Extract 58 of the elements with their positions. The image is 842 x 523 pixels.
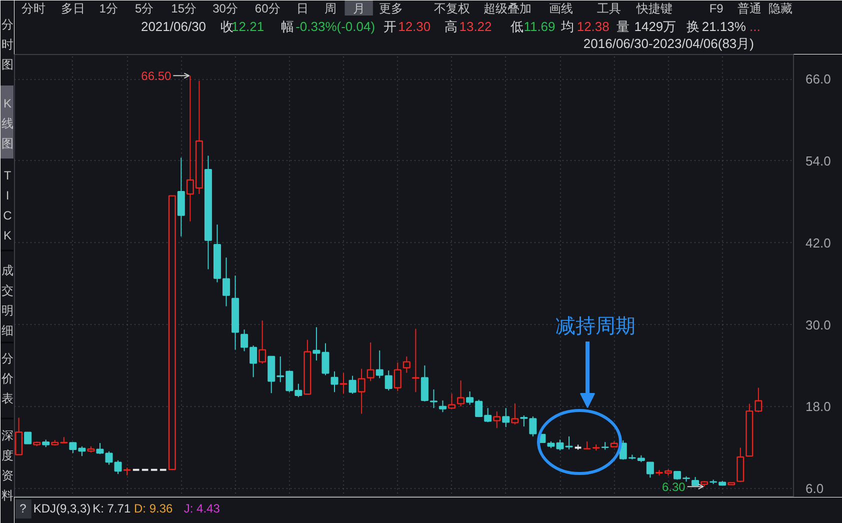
text: 12.21 [232,19,264,34]
text: 量 [616,19,630,34]
text: 幅 [280,19,294,34]
text: TICK [3,168,12,242]
text: 分时图 [2,18,14,72]
text: F9 [709,2,724,16]
text: 2021/06/30 [140,19,206,34]
text: 收 [220,19,234,34]
text: K: 7.71 [92,502,131,516]
y-tick-label: 54.0 [806,153,831,168]
y-tick-label: 42.0 [806,235,831,250]
text: 5分 [134,2,154,16]
text: K线图 [2,96,14,150]
text: J: 4.43 [184,502,220,516]
text: 开 [383,19,396,34]
text: 1分 [99,2,118,16]
text: 低 [510,19,524,34]
text: 换 [686,19,700,34]
text: 11.69 [524,19,556,34]
text: 15分 [171,2,197,16]
text: 深度资料 [2,428,14,502]
annotation: 66.50 [141,69,172,84]
text: 快捷键 [635,2,672,16]
text: 画线 [549,2,574,16]
text: 均 [560,19,574,34]
text: 13.22 [459,19,492,34]
text: 分时 [21,2,46,16]
text: D: 9.36 [134,502,173,516]
y-tick-label: 18.0 [806,399,831,414]
text: 12.30 [398,19,431,34]
y-tick-label: 30.0 [806,317,831,332]
text: 高 [444,19,458,34]
y-tick-label: 6.0 [806,481,824,496]
text: 分价表 [0,352,14,406]
text: 30分 [212,2,238,16]
text: 工具 [597,2,622,16]
text: 1429万 [634,19,676,34]
text: 不复权 [434,2,470,16]
text: 成交明细 [2,264,14,338]
text: 周 [324,2,337,16]
text: 21.13% [702,19,746,34]
text: 日 [296,2,308,16]
annotation: 6.30 [662,480,686,494]
text: KDJ(9,3,3) [33,502,91,516]
text: 60分 [254,2,280,16]
text: 月 [352,2,365,16]
y-tick-label: 66.0 [806,72,831,87]
text: 多日 [60,2,85,16]
text: 12.38 [576,19,610,34]
text: 超级叠加 [483,2,532,16]
annotation: 减持周期 [556,316,636,338]
text: ? [20,502,27,516]
text: ... [750,19,760,34]
text: 2016/06/30-2023/04/06(83月) [583,36,754,51]
text: 隐藏 [768,2,792,16]
text: 普通 [737,2,762,16]
text: -0.33%(-0.04) [296,19,376,34]
text: 更多 [378,2,403,16]
